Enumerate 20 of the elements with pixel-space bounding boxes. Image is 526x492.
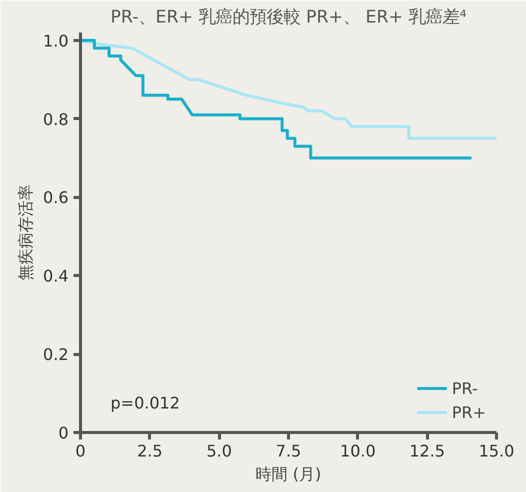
x-tick-label: 7.5 xyxy=(276,442,302,460)
y-tick-label: 0.8 xyxy=(43,110,69,129)
y-tick-label: 0.4 xyxy=(43,266,69,286)
y-tick-label: 1.0 xyxy=(43,31,69,50)
y-tick-label: 0 xyxy=(58,424,69,442)
x-tick-label: 15.0 xyxy=(478,442,514,460)
y-tick-label: 0.6 xyxy=(43,188,69,208)
y-tick-label: 0.2 xyxy=(43,345,69,364)
y-axis-title: 無疾病存活率 xyxy=(16,184,36,280)
chart-title: PR-、ER+ 乳癌的預後較 PR+、 ER+ 乳癌差⁴ xyxy=(110,8,467,28)
x-tick-label: 0 xyxy=(75,442,86,460)
line-series xyxy=(80,38,474,160)
legend-label: PR+ xyxy=(452,402,486,422)
x-tick-label: 2.5 xyxy=(137,442,163,460)
annotation: p=0.012 xyxy=(110,394,180,412)
x-tick-label: 12.5 xyxy=(409,442,445,460)
x-axis-title: 時間 (月) xyxy=(256,464,322,484)
legend-label: PR- xyxy=(452,378,478,398)
x-tick-label: 10.0 xyxy=(340,442,376,460)
x-tick-label: 5.0 xyxy=(206,442,232,460)
